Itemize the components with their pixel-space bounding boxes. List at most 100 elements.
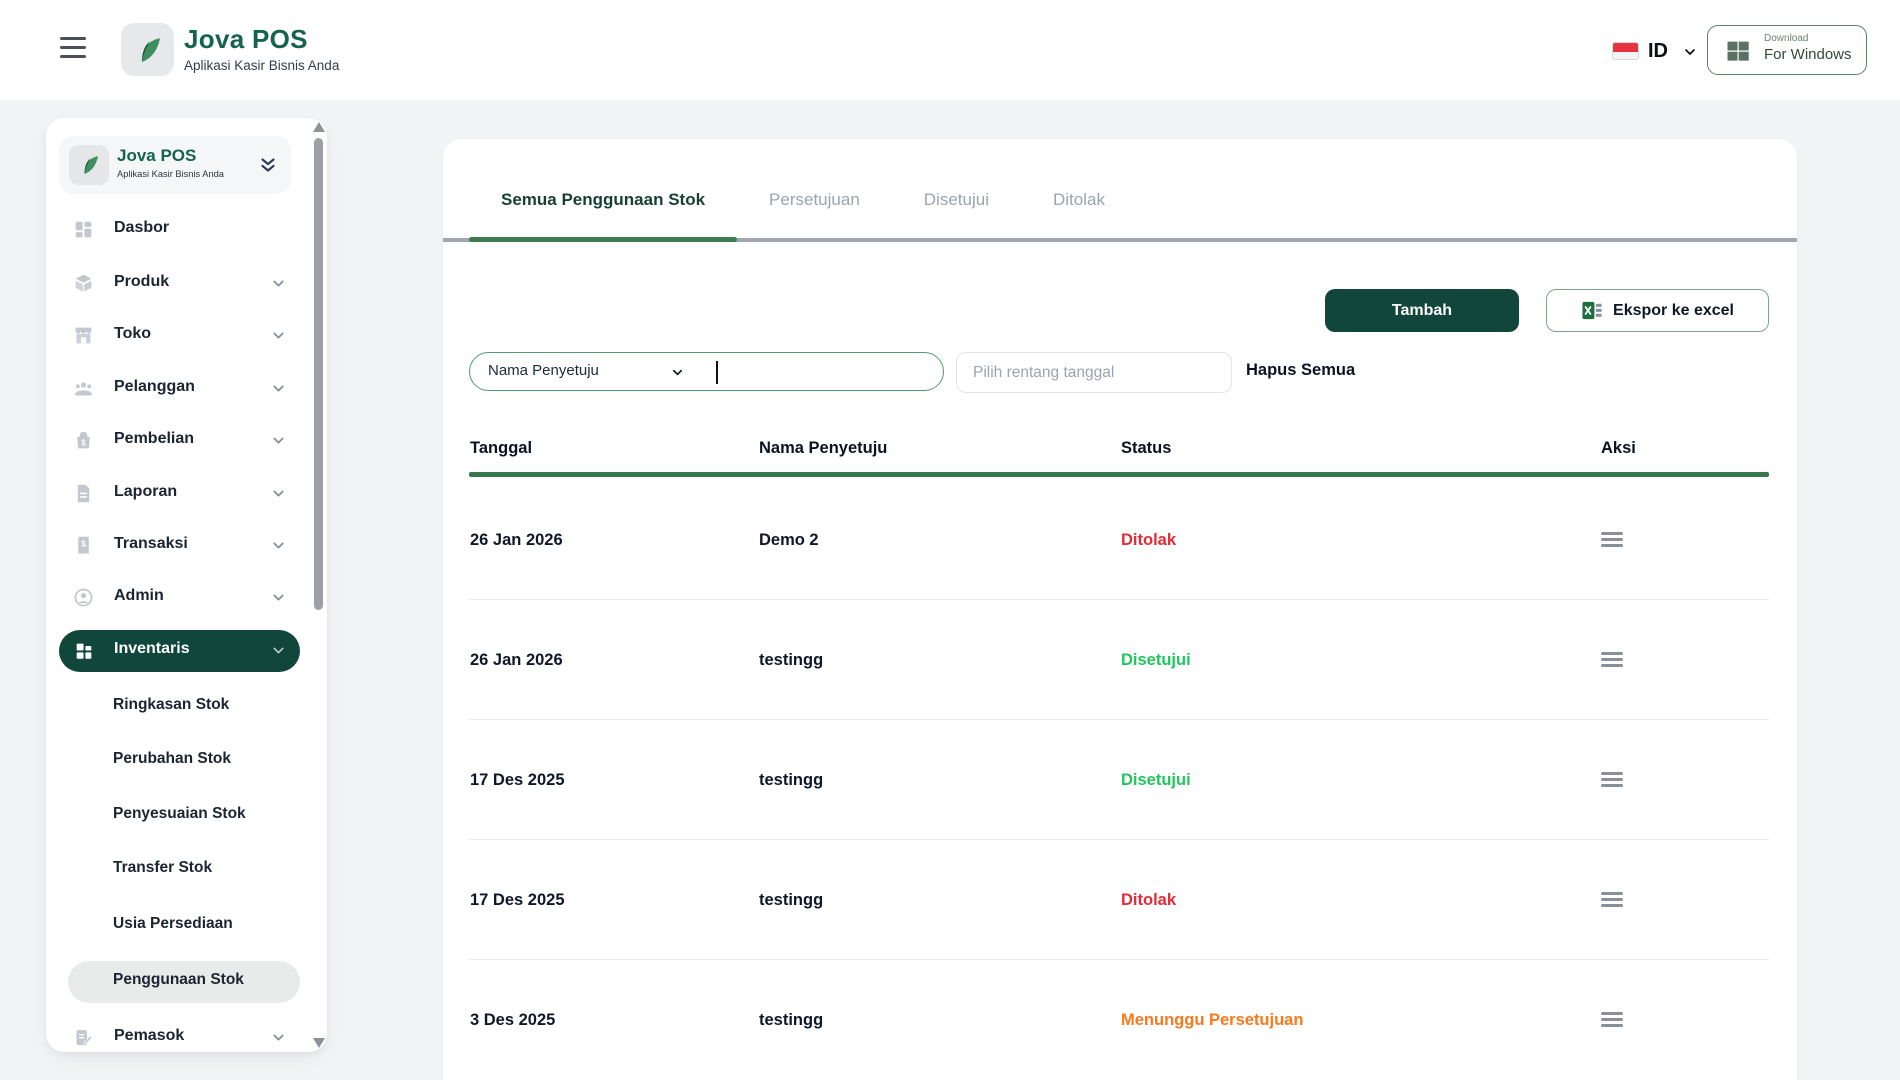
sidebar-subitem-penyesuaian-stok[interactable]: Penyesuaian Stok <box>113 805 246 822</box>
approver-search-combo: Nama Penyetuju <box>469 352 944 391</box>
app-logo <box>69 145 109 185</box>
table-row: 3 Des 2025 testingg Menunggu Persetujuan <box>469 960 1769 1080</box>
clear-all-button[interactable]: Hapus Semua <box>1246 361 1356 379</box>
table-row: 17 Des 2025 testingg Disetujui <box>469 720 1769 840</box>
leaf-icon <box>77 153 101 177</box>
chevron-down-icon[interactable] <box>670 365 685 380</box>
chevron-down-icon <box>270 537 287 554</box>
scrollbar-up-arrow[interactable] <box>313 122 325 132</box>
sidebar-item-produk[interactable]: Produk <box>46 262 306 306</box>
row-approver: testingg <box>759 891 824 909</box>
receipt-icon: $ <box>73 535 95 557</box>
row-actions-menu-icon[interactable] <box>1601 772 1623 788</box>
column-header-nama-penyetuju: Nama Penyetuju <box>759 439 888 457</box>
row-date: 26 Jan 2026 <box>470 651 563 669</box>
tambah-button[interactable]: Tambah <box>1325 289 1519 332</box>
row-date: 17 Des 2025 <box>470 771 565 789</box>
indonesia-flag-icon <box>1612 42 1639 60</box>
app-subtitle: Aplikasi Kasir Bisnis Anda <box>184 58 340 73</box>
chevron-down-icon <box>270 642 287 659</box>
tab-semua-penggunaan-stok[interactable]: Semua Penggunaan Stok <box>469 190 738 242</box>
table-row: 26 Jan 2026 testingg Disetujui <box>469 600 1769 720</box>
approver-search-input[interactable] <box>722 356 932 386</box>
sidebar-scrollbar-thumb[interactable] <box>314 138 323 610</box>
row-actions-menu-icon[interactable] <box>1601 1012 1623 1028</box>
approver-dropdown[interactable]: Nama Penyetuju <box>488 362 599 379</box>
svg-text:$: $ <box>81 438 86 447</box>
sidebar-subitem-perubahan-stok[interactable]: Perubahan Stok <box>113 750 231 767</box>
status-badge: Disetujui <box>1121 651 1191 669</box>
column-header-status: Status <box>1121 439 1172 457</box>
row-date: 3 Des 2025 <box>470 1011 556 1029</box>
export-label: Ekspor ke excel <box>1613 301 1734 319</box>
svg-text:$: $ <box>81 539 86 548</box>
tab-persetujuan[interactable]: Persetujuan <box>769 190 860 209</box>
table-row: 26 Jan 2026 Demo 2 Ditolak <box>469 480 1769 600</box>
download-label: Download <box>1764 33 1809 44</box>
row-actions-menu-icon[interactable] <box>1601 892 1623 908</box>
sidebar-logo-card[interactable]: Jova POS Aplikasi Kasir Bisnis Anda <box>59 136 291 194</box>
tab-bar: Semua Penggunaan Stok Persetujuan Disetu… <box>443 139 1797 242</box>
status-badge: Menunggu Persetujuan <box>1121 1011 1304 1029</box>
main-content-card: Semua Penggunaan Stok Persetujuan Disetu… <box>443 139 1797 1080</box>
collapse-sidebar-icon[interactable] <box>257 153 279 177</box>
sidebar-subitem-ringkasan-stok[interactable]: Ringkasan Stok <box>113 696 230 713</box>
top-header: Jova POS Aplikasi Kasir Bisnis Anda ID D… <box>0 0 1900 100</box>
leaf-icon <box>132 34 164 66</box>
row-approver: testingg <box>759 1011 824 1029</box>
scrollbar-down-arrow[interactable] <box>313 1038 325 1048</box>
sidebar-item-toko[interactable]: Toko <box>46 314 306 358</box>
chevron-down-icon <box>270 380 287 397</box>
sidebar-item-dasbor[interactable]: Dasbor <box>46 208 306 252</box>
text-cursor <box>716 361 718 384</box>
download-for-windows-button[interactable]: Download For Windows <box>1707 25 1867 75</box>
sidebar-subitem-penggunaan-stok[interactable]: Penggunaan Stok <box>68 961 300 1003</box>
inventory-boxes-icon <box>73 640 95 662</box>
purchase-bag-icon: $ <box>73 430 95 452</box>
windows-logo-icon <box>1724 37 1752 65</box>
chevron-down-icon <box>270 275 287 292</box>
hamburger-menu-icon[interactable] <box>60 37 86 61</box>
chevron-down-icon <box>270 1029 287 1046</box>
sidebar-item-laporan[interactable]: Laporan <box>46 472 306 516</box>
status-badge: Ditolak <box>1121 531 1177 549</box>
sidebar-app-subtitle: Aplikasi Kasir Bisnis Anda <box>117 169 224 179</box>
tab-ditolak[interactable]: Ditolak <box>1052 190 1105 209</box>
row-approver: Demo 2 <box>759 531 819 549</box>
table-header-underline <box>469 472 1769 477</box>
row-approver: testingg <box>759 771 824 789</box>
store-icon <box>73 325 95 347</box>
tab-disetujui[interactable]: Disetujui <box>923 190 989 209</box>
product-box-icon <box>73 273 95 295</box>
chevron-down-icon[interactable] <box>1682 44 1698 60</box>
export-to-excel-button[interactable]: Ekspor ke excel <box>1546 289 1769 332</box>
column-header-tanggal: Tanggal <box>470 439 533 457</box>
sidebar-item-pembelian[interactable]: $ Pembelian <box>46 419 306 463</box>
row-date: 26 Jan 2026 <box>470 531 563 549</box>
chevron-down-icon <box>270 327 287 344</box>
sidebar-item-pelanggan[interactable]: Pelanggan <box>46 367 306 411</box>
chevron-down-icon <box>270 485 287 502</box>
sidebar-subitem-usia-persediaan[interactable]: Usia Persediaan <box>113 915 233 932</box>
table-row: 17 Des 2025 testingg Ditolak <box>469 840 1769 960</box>
column-header-aksi: Aksi <box>1601 439 1636 457</box>
customers-icon <box>73 378 95 400</box>
sidebar-item-inventaris[interactable]: Inventaris <box>59 630 300 672</box>
sidebar-item-pemasok[interactable]: Pemasok <box>46 1016 306 1060</box>
sidebar-subitem-transfer-stok[interactable]: Transfer Stok <box>113 859 213 876</box>
sidebar-item-transaksi[interactable]: $ Transaksi <box>46 524 306 568</box>
excel-icon <box>1581 299 1604 322</box>
sidebar-item-admin[interactable]: Admin <box>46 576 306 620</box>
row-approver: testingg <box>759 651 824 669</box>
supplier-clipboard-icon <box>73 1027 95 1049</box>
report-document-icon <box>73 483 95 505</box>
chevron-down-icon <box>270 589 287 606</box>
date-range-input[interactable] <box>956 352 1232 393</box>
app-title: Jova POS <box>184 24 308 54</box>
app-logo <box>121 23 174 76</box>
sidebar: Jova POS Aplikasi Kasir Bisnis Anda Dasb… <box>46 118 327 1052</box>
admin-user-icon <box>73 587 95 609</box>
language-selector[interactable]: ID <box>1648 40 1668 62</box>
row-actions-menu-icon[interactable] <box>1601 532 1623 548</box>
row-actions-menu-icon[interactable] <box>1601 652 1623 668</box>
